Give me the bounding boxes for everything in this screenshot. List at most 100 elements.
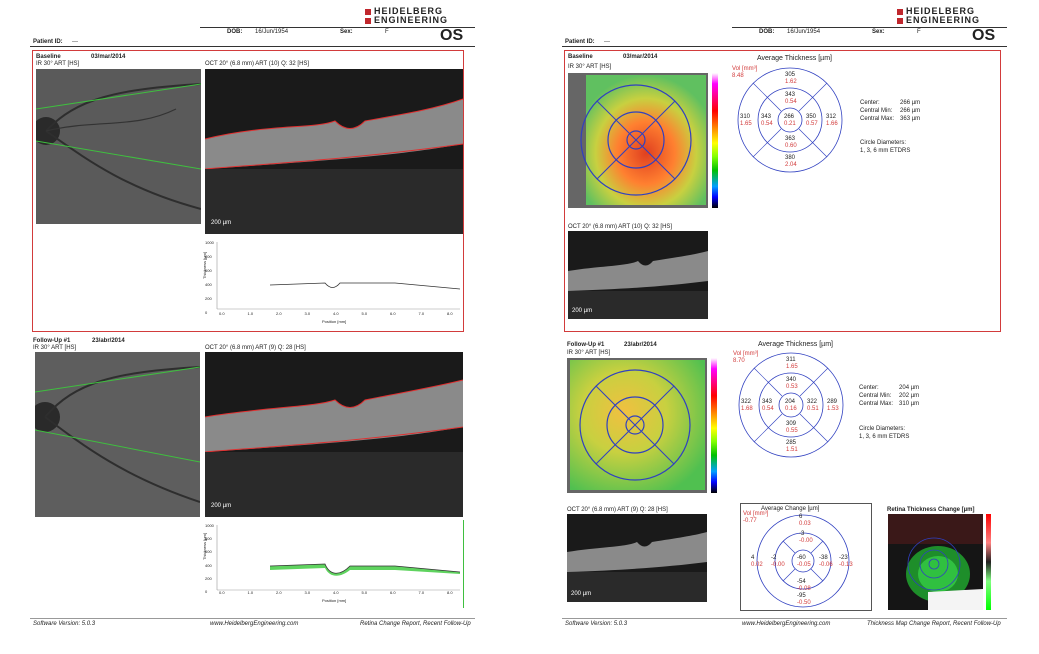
central-max-value: 310 µm bbox=[899, 401, 920, 407]
outer-temporal-thickness: 322 bbox=[741, 399, 752, 405]
fundus-vessels bbox=[36, 69, 201, 224]
baseline-map-caption: IR 30° ART [HS] bbox=[568, 64, 612, 70]
x-tick-label: 3.0 bbox=[304, 590, 311, 595]
circle-diameters-label: Circle Diameters: bbox=[859, 426, 906, 432]
fundus-vessels bbox=[35, 352, 200, 517]
baseline-thickness-map bbox=[568, 73, 708, 208]
followup-fundus-image bbox=[35, 352, 200, 517]
bscan-layers bbox=[205, 379, 463, 517]
change-colorbar bbox=[986, 514, 991, 610]
circle-diameters-value: 1, 3, 6 mm ETDRS bbox=[860, 148, 911, 154]
outer-nasal-volume: 1.66 bbox=[826, 121, 838, 127]
followup-thickness-plot: 1000 800 600 400 200 0 0.0 1.0 2.0 3.0 4.0 5.0 6.0 7.… bbox=[202, 520, 464, 608]
etdrs-grid-lines bbox=[756, 514, 850, 608]
outer-superior-volume: 0.03 bbox=[799, 521, 811, 527]
x-tick-label: 0.0 bbox=[219, 590, 225, 595]
inner-temporal-thickness: 343 bbox=[762, 399, 773, 405]
inner-superior-thickness: 343 bbox=[785, 92, 796, 98]
y-tick-label: 1000 bbox=[205, 523, 214, 528]
dob-value: 16/Jun/1954 bbox=[787, 29, 821, 35]
center-label: Center: bbox=[860, 100, 880, 106]
x-tick-label: 1.0 bbox=[247, 311, 254, 316]
followup-grid-title: Average Thickness [µm] bbox=[758, 341, 833, 348]
y-tick-label: 400 bbox=[205, 282, 212, 287]
followup-thickness-map bbox=[567, 358, 707, 493]
baseline-oct-bscan: 200 µm bbox=[568, 231, 708, 319]
etdrs-grid-lines bbox=[738, 352, 844, 458]
outer-nasal-thickness: 312 bbox=[826, 114, 837, 120]
inner-temporal-volume: 0.54 bbox=[762, 406, 774, 412]
followup-map-caption: IR 30° ART [HS] bbox=[567, 350, 611, 356]
y-tick-label: 200 bbox=[205, 575, 212, 581]
retina-thickness-change-map bbox=[888, 514, 983, 610]
baseline-title: Baseline bbox=[568, 54, 593, 60]
baseline-section: Baseline 03/mar/2014 IR 30° ART [HS] OCT… bbox=[32, 50, 464, 332]
inner-superior-thickness: -3 bbox=[799, 531, 805, 537]
outer-inferior-volume: 2.04 bbox=[785, 162, 797, 168]
center-value: 266 µm bbox=[900, 100, 921, 106]
x-tick-label: 7.0 bbox=[418, 311, 425, 316]
dob-label: DOB: bbox=[759, 29, 775, 35]
volume-label: Vol [mm³] bbox=[733, 351, 759, 357]
x-tick-label: 2.0 bbox=[276, 311, 282, 316]
outer-superior-volume: 1.62 bbox=[785, 79, 797, 85]
heidelberg-logo: HEIDELBERG ENGINEERING bbox=[365, 7, 448, 25]
scale-bar-label: 200 µm bbox=[211, 220, 232, 226]
baseline-date: 03/mar/2014 bbox=[623, 54, 658, 60]
change-oct-caption: OCT 20° (6.8 mm) ART (9) Q: 28 [HS] bbox=[567, 507, 668, 513]
patient-id-label: Patient ID: bbox=[33, 39, 63, 45]
outer-superior-thickness: 305 bbox=[785, 72, 796, 78]
baseline-thickness-plot: 1000 800 600 400 200 0 0.0 1.0 2.0 3.0 4.0 5.0 6.0 7.… bbox=[202, 237, 463, 329]
center-volume: -0.05 bbox=[797, 562, 811, 568]
x-tick-label: 3.0 bbox=[304, 311, 311, 316]
y-tick-label: 600 bbox=[205, 549, 212, 555]
thickness-colorbar bbox=[712, 73, 718, 208]
baseline-title: Baseline bbox=[36, 54, 61, 60]
outer-inferior-thickness: -95 bbox=[797, 593, 806, 599]
x-tick-label: 8.0 bbox=[447, 311, 453, 316]
thickness-profile bbox=[216, 525, 461, 591]
central-max-label: Central Max: bbox=[860, 116, 895, 122]
volume-label: Vol [mm³] bbox=[732, 66, 758, 72]
eye-label: OS bbox=[972, 27, 996, 44]
x-tick-label: 4.0 bbox=[333, 311, 339, 316]
inner-superior-volume: 0.54 bbox=[785, 99, 797, 105]
baseline-grid-title: Average Thickness [µm] bbox=[757, 55, 832, 62]
center-volume: 0.16 bbox=[785, 406, 797, 412]
y-tick-label: 400 bbox=[205, 562, 212, 568]
right-report-page: HEIDELBERG ENGINEERING DOB: 16/Jun/1954 … bbox=[562, 0, 1007, 654]
circle-diameters-label: Circle Diameters: bbox=[860, 140, 907, 146]
sex-value: F bbox=[385, 29, 389, 35]
center-thickness: -60 bbox=[797, 555, 806, 561]
bscan-layers bbox=[567, 532, 707, 602]
heidelberg-logo: HEIDELBERG ENGINEERING bbox=[897, 7, 980, 25]
followup-oct-bscan: 200 µm bbox=[205, 352, 463, 517]
outer-inferior-thickness: 380 bbox=[785, 155, 796, 161]
dob-value: 16/Jun/1954 bbox=[255, 29, 289, 35]
circle-diameters-value: 1, 3, 6 mm ETDRS bbox=[859, 434, 910, 440]
y-tick-label: 1000 bbox=[205, 240, 214, 245]
change-map-title: Retina Thickness Change [µm] bbox=[887, 507, 975, 513]
x-tick-label: 5.0 bbox=[361, 311, 368, 316]
sex-value: F bbox=[917, 29, 921, 35]
central-max-label: Central Max: bbox=[859, 401, 894, 407]
footer-report: Thickness Map Change Report, Recent Foll… bbox=[867, 621, 1001, 627]
outer-temporal-volume: 1.68 bbox=[741, 406, 753, 412]
x-tick-label: 5.0 bbox=[361, 590, 368, 595]
patient-id-value: --- bbox=[72, 39, 78, 45]
sex-label: Sex: bbox=[872, 29, 885, 35]
followup-etdrs-grid: Vol [mm³] 8.70 311 1.65 340 0.53 322 1.6… bbox=[733, 350, 846, 460]
scale-bar-label: 200 µm bbox=[572, 308, 593, 314]
scale-bar-label: 200 µm bbox=[211, 503, 232, 509]
x-tick-label: 1.0 bbox=[247, 590, 254, 595]
inner-superior-thickness: 340 bbox=[786, 377, 797, 383]
thickness-colorbar bbox=[711, 358, 717, 493]
outer-nasal-thickness: 289 bbox=[827, 399, 838, 405]
inner-inferior-volume: 0.60 bbox=[785, 143, 797, 149]
x-tick-label: 6.0 bbox=[390, 311, 396, 316]
y-tick-label: 800 bbox=[205, 254, 212, 259]
inner-temporal-volume: -0.00 bbox=[771, 562, 785, 568]
inner-inferior-volume: -0.08 bbox=[797, 586, 811, 592]
etdrs-thickness-map bbox=[567, 358, 707, 493]
patient-id-value: --- bbox=[604, 39, 610, 45]
